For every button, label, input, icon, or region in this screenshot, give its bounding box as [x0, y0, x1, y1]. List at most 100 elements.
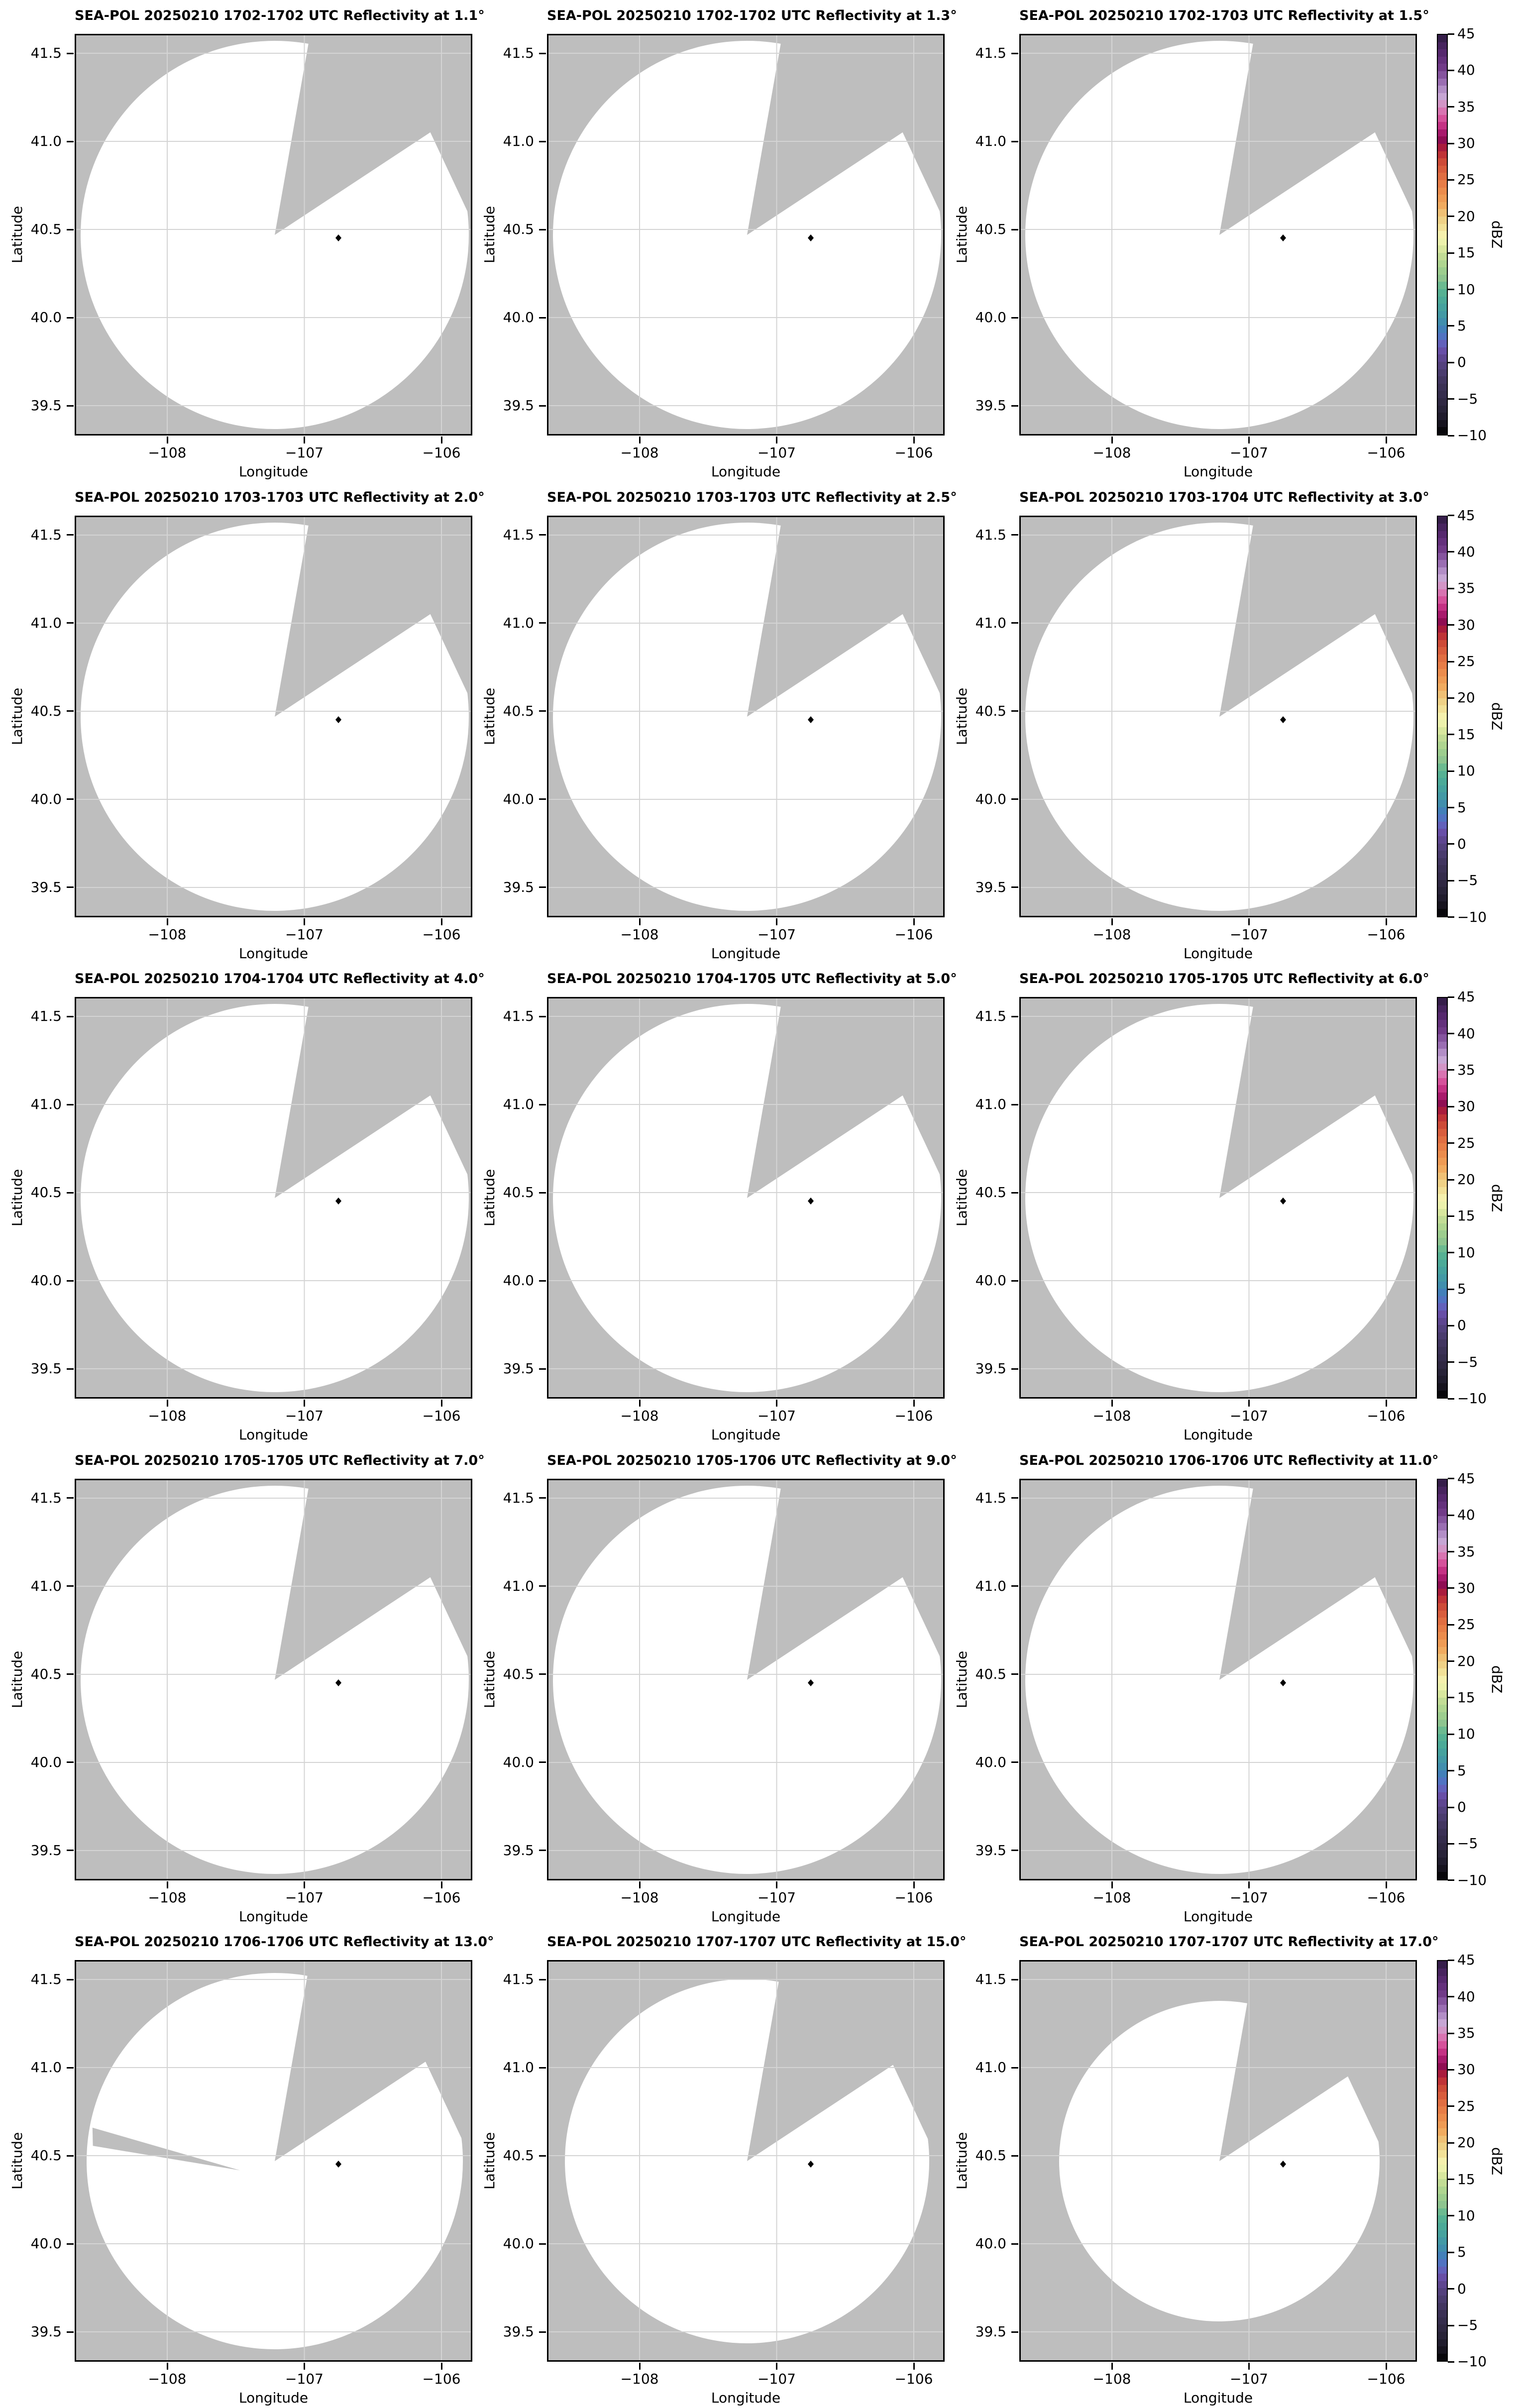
y-tick-label: 41.5: [503, 1971, 534, 1988]
colorbar-segment: [1438, 879, 1447, 887]
colorbar-segment: [1438, 756, 1447, 764]
colorbar-zone: 45 40 35 30 25 20 15 10 5 0 −5 −10 dBZ: [1416, 1445, 1517, 1926]
colorbar-segment: [1438, 1792, 1447, 1800]
colorbar-zone: 45 40 35 30 25 20 15 10 5 0 −5 −10 dBZ: [1416, 1926, 1517, 2408]
colorbar-tick-label: 20: [1457, 208, 1475, 224]
colorbar-segment: [1438, 2121, 1447, 2129]
x-axis-label: Longitude: [711, 463, 781, 480]
x-tick-label: −107: [285, 926, 324, 943]
colorbar-title: dBZ: [1489, 1184, 1505, 1212]
radar-coverage-disc: [1025, 1004, 1414, 1393]
colorbar-segment: [1438, 1201, 1447, 1209]
colorbar-tick-mark: [1448, 1879, 1454, 1881]
colorbar-segment: [1438, 1610, 1447, 1618]
colorbar-segment: [1438, 763, 1447, 771]
y-tick-mark: [67, 1850, 74, 1852]
colorbar-segment: [1438, 2135, 1447, 2143]
colorbar-segment: [1438, 741, 1447, 749]
colorbar-segment: [1438, 332, 1447, 340]
colorbar-segment: [1438, 1092, 1447, 1100]
colorbar-segment: [1438, 1332, 1447, 1340]
y-tick-mark: [539, 710, 546, 712]
colorbar-tick-label: 25: [1457, 1616, 1475, 1633]
colorbar-tick-mark: [1448, 2179, 1454, 2181]
plot-area: [75, 34, 472, 436]
colorbar-tick-mark: [1448, 697, 1454, 699]
colorbar-tick-mark: [1448, 216, 1454, 218]
y-tick-label: 41.0: [503, 1096, 534, 1113]
y-tick-mark: [67, 52, 74, 54]
y-tick-mark: [1011, 1673, 1018, 1675]
y-tick-mark: [539, 1978, 546, 1980]
x-tick-label: −106: [1367, 1889, 1406, 1906]
x-tick-mark: [913, 437, 915, 443]
y-tick-mark: [67, 317, 74, 319]
colorbar-segment: [1438, 2091, 1447, 2099]
colorbar-tick-label: 35: [1457, 2025, 1475, 2042]
x-tick-mark: [1111, 437, 1113, 443]
ppi-plot: [1019, 34, 1417, 436]
panel-title: SEA-POL 20250210 1706-1706 UTC Reflectiv…: [1019, 1452, 1439, 1468]
radar-panel: SEA-POL 20250210 1702-1703 UTC Reflectiv…: [945, 0, 1429, 481]
colorbar-segment: [1438, 143, 1447, 151]
colorbar-segment: [1438, 1056, 1447, 1064]
y-tick-mark: [1011, 534, 1018, 536]
plot-frame: [547, 1478, 945, 1880]
colorbar-segment: [1438, 2295, 1447, 2303]
y-tick-label: 39.5: [975, 1360, 1006, 1377]
colorbar-tick-mark: [1448, 1770, 1454, 1772]
colorbar-title: dBZ: [1489, 1665, 1505, 1694]
colorbar-tick-label: 0: [1457, 1799, 1466, 1816]
colorbar-tick-mark: [1448, 398, 1454, 400]
colorbar-segment: [1438, 1975, 1447, 1983]
x-tick-mark: [440, 2363, 442, 2370]
y-tick-mark: [539, 886, 546, 888]
colorbar-segment: [1438, 1574, 1447, 1582]
colorbar: [1437, 1478, 1448, 1880]
x-tick-label: −106: [1367, 444, 1406, 461]
colorbar-segment: [1438, 1252, 1447, 1260]
colorbar-segment: [1438, 545, 1447, 553]
colorbar-tick-mark: [1448, 1288, 1454, 1290]
colorbar-segment: [1438, 1048, 1447, 1056]
x-tick-label: −106: [894, 1889, 933, 1906]
colorbar-tick-label: −5: [1457, 390, 1478, 407]
colorbar-tick-mark: [1448, 1033, 1454, 1035]
colorbar-segment: [1438, 1982, 1447, 1990]
colorbar-tick-label: 10: [1457, 2207, 1475, 2224]
x-tick-label: −106: [1367, 2371, 1406, 2388]
ppi-plot: [547, 34, 945, 436]
y-tick-label: 40.0: [975, 1272, 1006, 1289]
y-tick-mark: [539, 534, 546, 536]
colorbar-tick-mark: [1448, 1179, 1454, 1181]
plot-area: [547, 997, 945, 1399]
y-tick-label: 40.0: [30, 1753, 62, 1770]
colorbar-tick-label: 45: [1457, 507, 1475, 524]
colorbar-segment: [1438, 1187, 1447, 1195]
colorbar-segment: [1438, 2048, 1447, 2056]
plot-area: [547, 515, 945, 917]
x-tick-label: −106: [422, 444, 461, 461]
y-tick-mark: [1011, 1761, 1018, 1763]
colorbar-tick-label: 45: [1457, 1952, 1475, 1969]
colorbar-segment: [1438, 785, 1447, 793]
colorbar-tick-mark: [1448, 660, 1454, 662]
x-tick-label: −106: [422, 2371, 461, 2388]
colorbar-segment: [1438, 274, 1447, 282]
colorbar-tick-label: −5: [1457, 1353, 1478, 1370]
y-tick-label: 39.5: [503, 397, 534, 414]
x-tick-label: −107: [1230, 1889, 1268, 1906]
radar-panel: SEA-POL 20250210 1707-1707 UTC Reflectiv…: [472, 1926, 966, 2408]
colorbar-segment: [1438, 1755, 1447, 1763]
radar-coverage-disc: [553, 1485, 942, 1874]
radar-panel: SEA-POL 20250210 1704-1704 UTC Reflectiv…: [0, 963, 485, 1444]
y-tick-mark: [1011, 622, 1018, 624]
colorbar-tick-mark: [1448, 1361, 1454, 1363]
site-marker: [1280, 2161, 1286, 2168]
y-tick-label: 39.5: [30, 2323, 62, 2340]
colorbar-segment: [1438, 1704, 1447, 1712]
colorbar-segment: [1438, 267, 1447, 275]
x-tick-mark: [1111, 1881, 1113, 1888]
colorbar-tick-label: 30: [1457, 616, 1475, 633]
colorbar-segment: [1438, 2346, 1447, 2354]
